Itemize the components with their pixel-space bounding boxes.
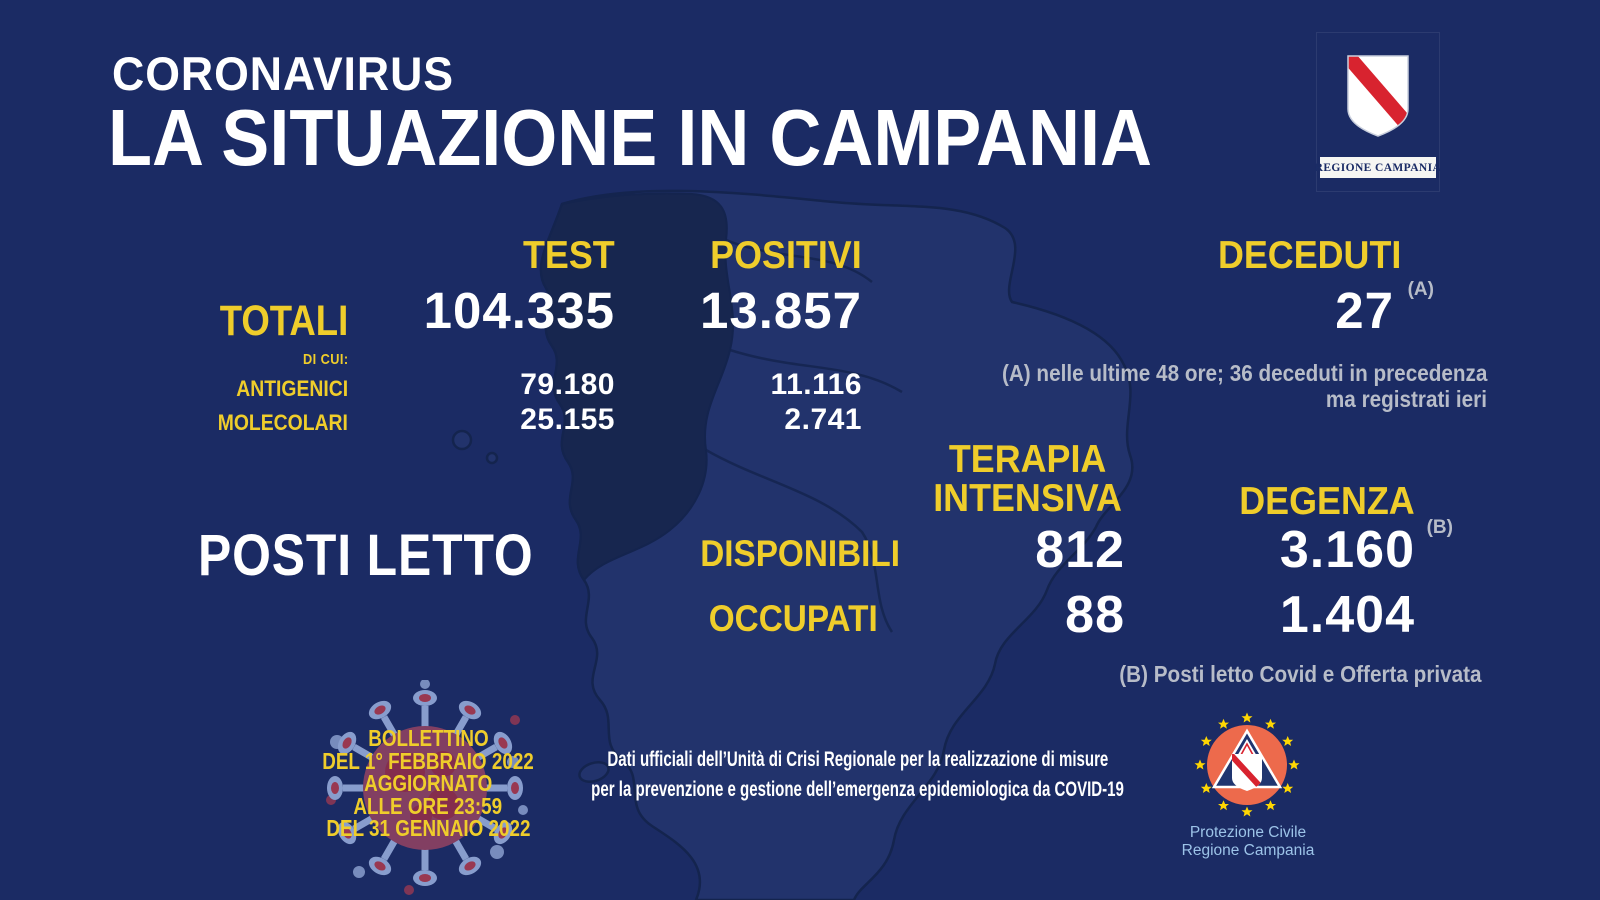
- row-label-antigenici: ANTIGENICI: [236, 376, 348, 401]
- terapia-line: TERAPIA: [948, 438, 1107, 481]
- degenza-footnote-ref: (B): [1426, 517, 1453, 538]
- protezione-civile-emblem-icon: [1194, 712, 1300, 817]
- value-deceduti-totali: 27: [1335, 282, 1394, 339]
- disclaimer-line1: Dati ufficiali dell’Unità di Crisi Regio…: [607, 747, 1109, 771]
- page-title: LA SITUAZIONE IN CAMPANIA: [108, 93, 1152, 182]
- value-positivi-totali: 13.857: [700, 282, 862, 339]
- value-positivi-antigenici: 11.116: [770, 368, 862, 401]
- pc-caption-line1: Protezione Civile: [1189, 824, 1307, 841]
- official-data-disclaimer: Dati ufficiali dell’Unità di Crisi Regio…: [558, 744, 1158, 804]
- value-ti-disponibili: 812: [1035, 521, 1125, 579]
- row-label-di-cui: DI CUI:: [302, 351, 348, 368]
- footnote-a-line1: (A) nelle ultime 48 ore; 36 deceduti in …: [1001, 360, 1487, 386]
- region-logo-caption: REGIONE CAMPANIA: [1315, 157, 1441, 178]
- regione-campania-logo: REGIONE CAMPANIA: [1315, 33, 1441, 191]
- value-positivi-molecolari: 2.741: [784, 403, 862, 436]
- row-label-occupati: OCCUPATI: [709, 598, 878, 639]
- protezione-civile-caption: Protezione Civile Regione Campania: [1142, 824, 1354, 859]
- column-header-terapia-intensiva: TERAPIA INTENSIVA: [915, 440, 1140, 518]
- footnote-b: (B) Posti letto Covid e Offerta privata: [1079, 661, 1482, 687]
- bulletin-date-block: BOLLETTINO DEL 1° FEBBRAIO 2022 AGGIORNA…: [253, 727, 603, 840]
- disclaimer-line2: per la prevenzione e gestione dell’emerg…: [591, 777, 1125, 801]
- value-degenza-occupati: 1.404: [1279, 586, 1415, 644]
- footnote-a-line2: ma registrati ieri: [1325, 386, 1487, 412]
- row-label-disponibili: DISPONIBILI: [700, 533, 900, 574]
- bulletin-line: DEL 1° FEBBRAIO 2022: [322, 747, 534, 774]
- section-title-posti-letto: POSTI LETTO: [198, 523, 534, 588]
- value-test-molecolari: 25.155: [520, 403, 615, 436]
- coronavirus-icon: [326, 680, 528, 895]
- campania-shield-icon: [1347, 55, 1409, 137]
- column-header-degenza: DEGENZA: [1239, 480, 1415, 523]
- bulletin-line: DEL 31 GENNAIO 2022: [325, 815, 531, 841]
- column-header-positivi: POSITIVI: [710, 234, 862, 277]
- row-label-molecolari: MOLECOLARI: [217, 410, 348, 435]
- intensiva-line: INTENSIVA: [933, 477, 1122, 520]
- footnote-b-line: (B) Posti letto Covid e Offerta privata: [1119, 661, 1482, 687]
- column-header-deceduti: DECEDUTI: [1217, 234, 1401, 277]
- value-test-totali: 104.335: [423, 282, 615, 339]
- value-degenza-disponibili: 3.160: [1279, 521, 1415, 579]
- bulletin-line: ALLE ORE 23:59: [353, 792, 503, 819]
- bulletin-line: BOLLETTINO: [367, 725, 489, 751]
- page-title-kicker: CORONAVIRUS: [112, 47, 455, 100]
- value-test-antigenici: 79.180: [520, 368, 615, 401]
- row-label-totali: TOTALI: [219, 297, 348, 345]
- deceduti-footnote-ref: (A): [1407, 279, 1434, 300]
- footnote-a: (A) nelle ultime 48 ore; 36 deceduti in …: [948, 360, 1487, 412]
- pc-caption-line2: Regione Campania: [1181, 841, 1315, 859]
- column-header-test: TEST: [523, 234, 615, 277]
- bulletin-line: AGGIORNATO: [363, 770, 493, 796]
- value-ti-occupati: 88: [1065, 586, 1125, 644]
